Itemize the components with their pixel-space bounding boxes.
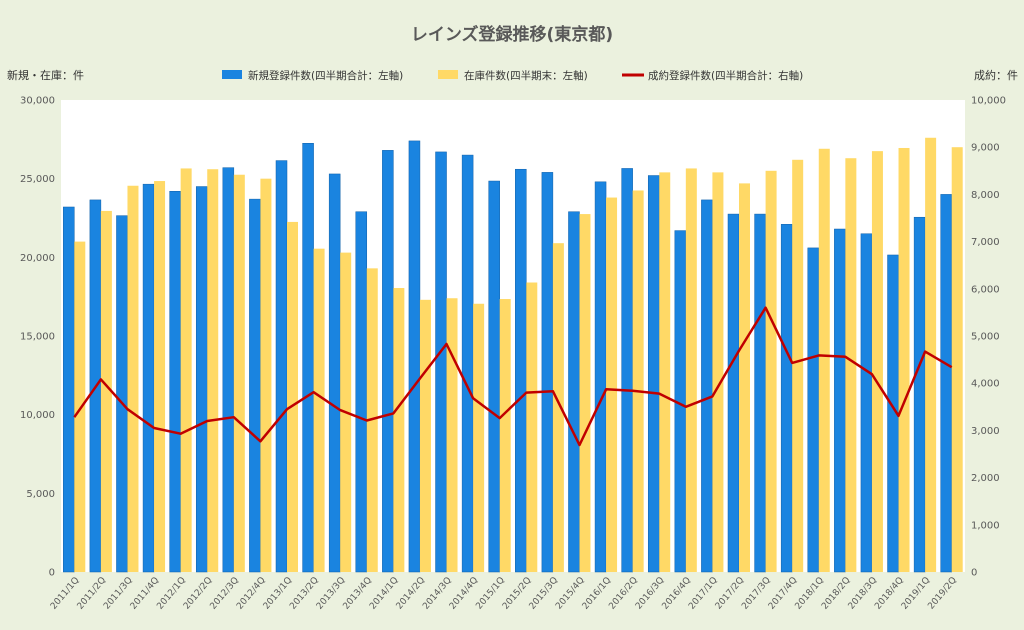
bar-new-listings — [169, 191, 181, 573]
left-tick-label: 0 — [49, 568, 55, 579]
bar-inventory — [419, 299, 431, 572]
bar-inventory — [180, 168, 192, 572]
bar-new-listings — [355, 211, 368, 573]
bar-inventory — [606, 197, 618, 572]
right-tick-label: 6,000 — [971, 284, 1000, 295]
left-tick-label: 10,000 — [20, 410, 55, 421]
bar-new-listings — [275, 160, 288, 573]
legend: 新規登録件数(四半期合計：左軸) 在庫件数(四半期末：左軸) 成約登録件数(四半期合… — [222, 69, 803, 82]
bar-inventory — [526, 282, 538, 572]
bar-inventory — [765, 170, 777, 573]
bar-new-listings — [302, 143, 314, 573]
bar-inventory — [845, 158, 857, 573]
bar-new-listings — [408, 140, 421, 573]
bar-inventory — [446, 298, 458, 572]
right-axis-title: 成約：件 — [974, 68, 1018, 82]
bar-inventory — [499, 299, 511, 572]
bar-new-listings — [647, 175, 660, 573]
chart-title: レインズ登録推移(東京都) — [411, 24, 613, 45]
bar-inventory — [287, 221, 298, 572]
bar-new-listings — [913, 216, 926, 573]
legend-swatch — [438, 70, 458, 79]
bar-inventory — [898, 147, 910, 572]
right-tick-label: 0 — [971, 568, 977, 579]
bar-inventory — [552, 243, 564, 572]
legend-label: 在庫件数(四半期末：左軸) — [464, 69, 588, 82]
legend-label: 新規登録件数(四半期合計：左軸) — [248, 69, 403, 82]
bar-inventory — [393, 288, 405, 572]
bar-inventory — [313, 248, 325, 572]
bar-new-listings — [222, 167, 235, 573]
bar-new-listings — [515, 168, 527, 573]
bar-inventory — [739, 183, 750, 573]
bar-inventory — [473, 303, 485, 572]
bar-inventory — [233, 174, 245, 572]
bar-new-listings — [195, 186, 208, 573]
bar-inventory — [100, 210, 112, 573]
bar-inventory — [579, 214, 591, 573]
bar-inventory — [154, 181, 166, 572]
bar-inventory — [792, 159, 804, 572]
left-axis-title: 新規・在庫：件 — [7, 68, 84, 82]
bar-new-listings — [488, 180, 500, 573]
bar-new-listings — [382, 150, 394, 573]
bar-new-listings — [780, 224, 793, 573]
right-axis-ticks: 0 1,000 2,000 3,000 4,000 5,000 6,000 7,000 8,00… — [971, 96, 1006, 579]
bar-new-listings — [834, 228, 846, 573]
right-tick-label: 8,000 — [971, 190, 1000, 201]
legend-swatch — [222, 70, 242, 79]
bar-new-listings — [727, 213, 740, 573]
bar-new-listings — [754, 213, 766, 573]
bar-inventory — [659, 172, 671, 572]
bar-inventory — [127, 185, 139, 572]
right-tick-label: 3,000 — [971, 426, 1000, 437]
left-tick-label: 20,000 — [20, 253, 55, 264]
right-tick-label: 4,000 — [971, 379, 1000, 390]
bar-new-listings — [328, 173, 341, 573]
bar-new-listings — [860, 233, 873, 573]
bar-new-listings — [568, 211, 580, 573]
right-tick-label: 1,000 — [971, 520, 1000, 531]
bar-inventory — [685, 168, 697, 572]
bar-new-listings — [116, 215, 128, 573]
bar-inventory — [74, 241, 86, 572]
bar-new-listings — [621, 168, 633, 573]
bar-inventory — [871, 151, 883, 572]
bar-new-listings — [249, 198, 261, 573]
left-axis-ticks: 0 5,000 10,000 15,000 20,000 25,000 30,000 — [20, 96, 55, 579]
bar-new-listings — [807, 247, 820, 573]
line-contracts — [73, 306, 953, 447]
bar-inventory — [951, 147, 963, 572]
bar-inventory — [712, 172, 724, 572]
bar-new-listings — [142, 183, 155, 573]
bar-new-listings — [594, 181, 607, 573]
line-group — [73, 306, 953, 447]
left-tick-label: 15,000 — [20, 332, 55, 343]
bar-new-listings — [461, 154, 474, 573]
bar-new-listings — [701, 199, 713, 573]
right-tick-label: 2,000 — [971, 473, 1000, 484]
right-tick-label: 7,000 — [971, 237, 1000, 248]
left-tick-label: 25,000 — [20, 174, 55, 185]
bar-new-listings — [940, 194, 952, 573]
bar-new-listings — [63, 206, 75, 573]
bar-inventory — [260, 178, 272, 572]
bar-new-listings — [435, 151, 447, 573]
right-tick-label: 5,000 — [971, 332, 1000, 343]
left-tick-label: 30,000 — [20, 96, 55, 107]
bar-new-listings — [541, 172, 554, 573]
left-tick-label: 5,000 — [26, 489, 55, 500]
bars-group — [63, 137, 963, 573]
right-tick-label: 9,000 — [971, 143, 1000, 154]
right-tick-label: 10,000 — [971, 96, 1006, 107]
bar-inventory — [207, 169, 219, 572]
legend-label: 成約登録件数(四半期合計：右軸) — [648, 69, 803, 82]
bar-inventory — [632, 190, 644, 572]
bar-inventory — [818, 148, 830, 573]
